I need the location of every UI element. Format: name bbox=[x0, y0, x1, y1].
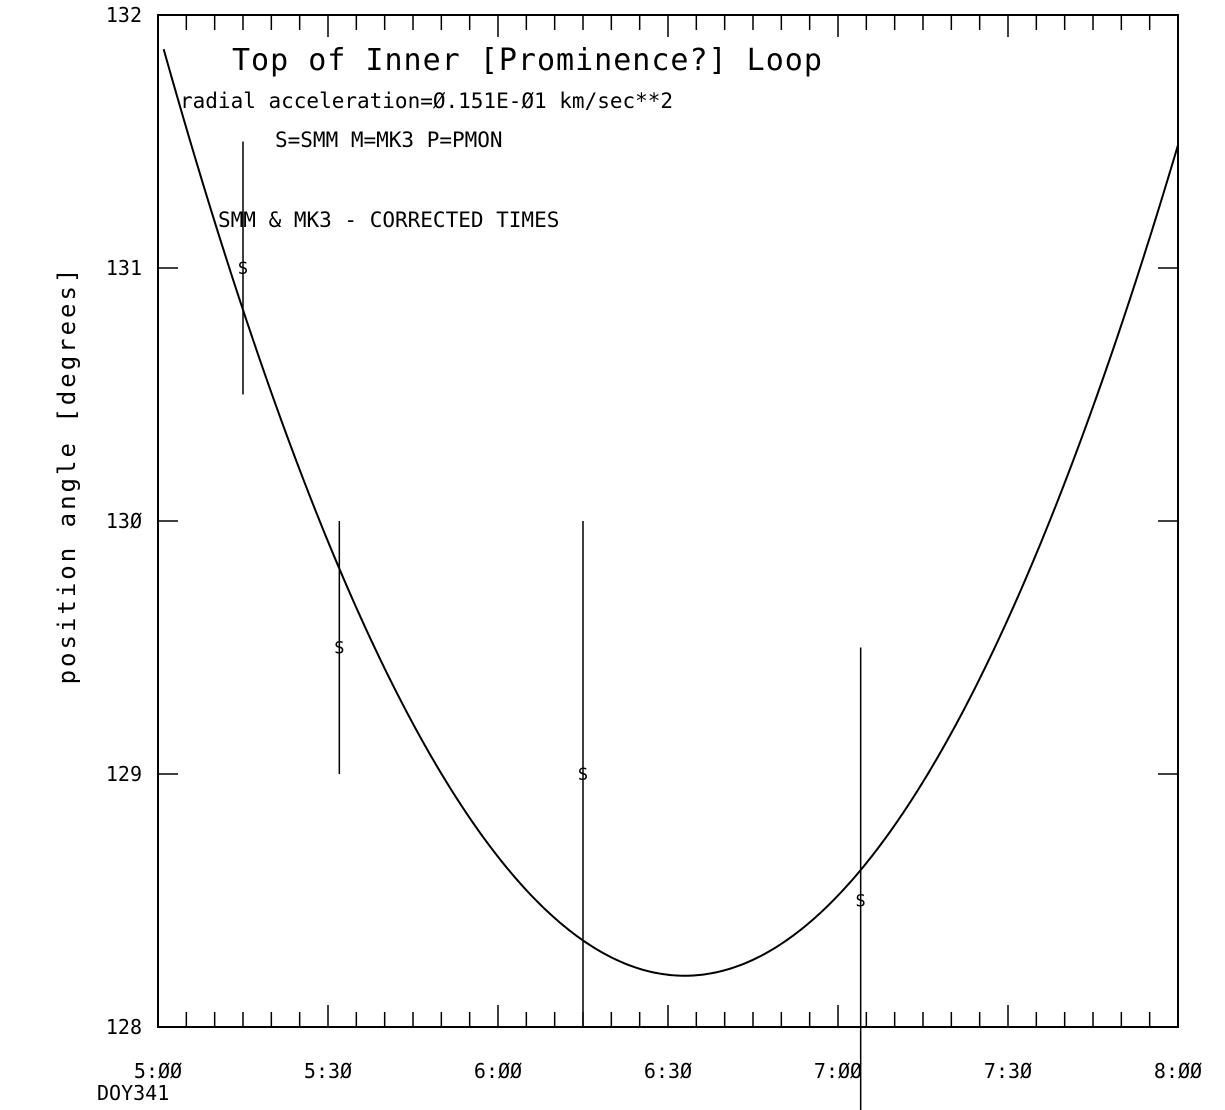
plot-frame bbox=[157, 14, 1179, 1028]
data-point-marker: S bbox=[578, 765, 588, 785]
x-tick-label: 7:3Ø bbox=[984, 1059, 1032, 1083]
y-tick-label: 128 bbox=[106, 1015, 142, 1039]
x-tick-label: 5:3Ø bbox=[304, 1059, 352, 1083]
y-tick-label: 132 bbox=[106, 3, 142, 27]
x-tick-labels: 5:ØØ 5:3Ø 6:ØØ 6:3Ø 7:ØØ 7:3Ø 8:ØØ bbox=[134, 1059, 1202, 1083]
data-markers: S S S S bbox=[238, 259, 866, 912]
annotation-corrected-times: SMM & MK3 - CORRECTED TIMES bbox=[218, 208, 559, 232]
data-point-marker: S bbox=[856, 892, 866, 912]
x-tick-label: 7:ØØ bbox=[814, 1059, 862, 1083]
annotation-legend: S=SMM M=MK3 P=PMON bbox=[275, 128, 503, 152]
annotation-acceleration: radial acceleration=Ø.151E-Ø1 km/sec**2 bbox=[180, 89, 673, 113]
y-tick-label: 131 bbox=[106, 256, 142, 280]
data-point-marker: S bbox=[334, 639, 344, 659]
chart-title: Top of Inner [Prominence?] Loop bbox=[232, 43, 823, 78]
axis-ticks bbox=[157, 14, 1179, 1028]
data-point-marker: S bbox=[238, 259, 248, 279]
error-bars bbox=[242, 141, 862, 1110]
y-axis-label: position angle [degrees] bbox=[53, 266, 81, 685]
x-axis-note: DOY341 bbox=[97, 1081, 169, 1105]
x-tick-label: 5:ØØ bbox=[134, 1059, 182, 1083]
y-tick-label: 13Ø bbox=[106, 509, 142, 533]
x-tick-label: 6:ØØ bbox=[474, 1059, 522, 1083]
x-tick-label: 8:ØØ bbox=[1154, 1059, 1202, 1083]
x-tick-label: 6:3Ø bbox=[644, 1059, 692, 1083]
y-tick-label: 129 bbox=[106, 762, 142, 786]
y-tick-labels: 128 129 13Ø 131 132 bbox=[106, 3, 142, 1039]
fit-curve bbox=[162, 48, 1179, 977]
